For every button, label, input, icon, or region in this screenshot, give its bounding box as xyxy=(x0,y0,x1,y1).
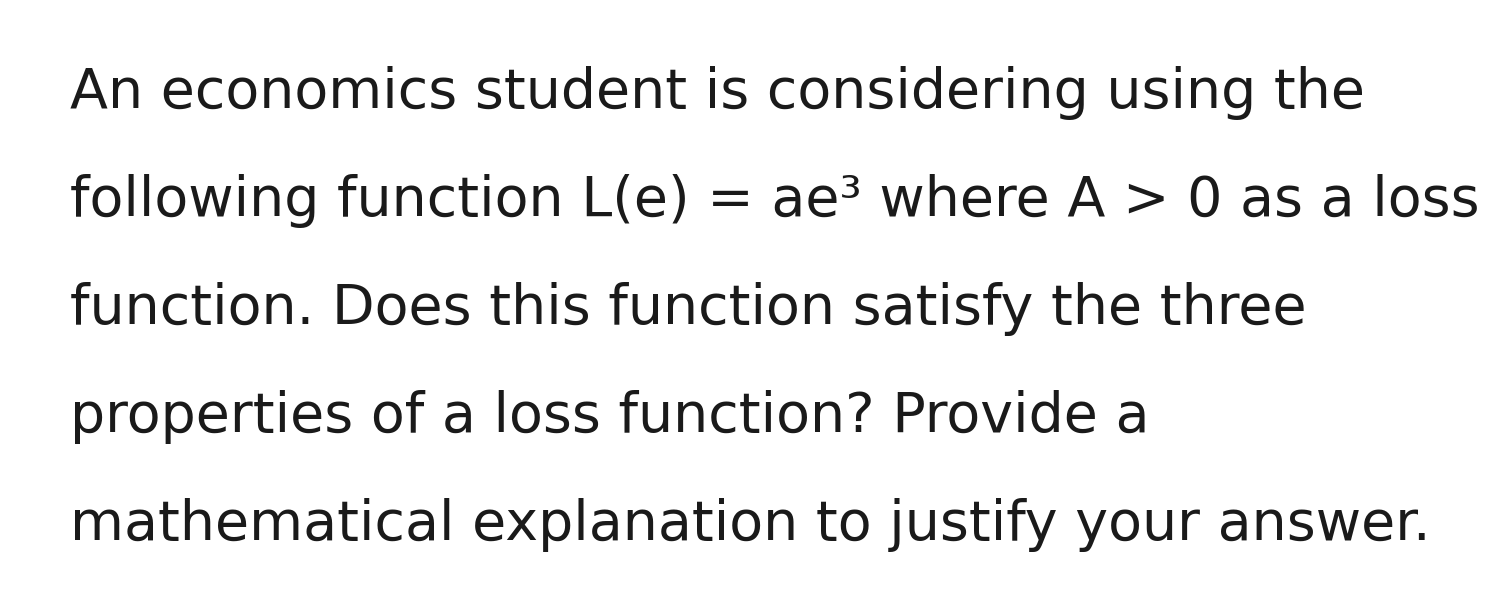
Text: properties of a loss function? Provide a: properties of a loss function? Provide a xyxy=(70,390,1150,444)
Text: mathematical explanation to justify your answer.: mathematical explanation to justify your… xyxy=(70,498,1431,552)
Text: following function L(e) = ae³ where A > 0 as a loss: following function L(e) = ae³ where A > … xyxy=(70,174,1480,228)
Text: An economics student is considering using the: An economics student is considering usin… xyxy=(70,66,1365,120)
Text: function. Does this function satisfy the three: function. Does this function satisfy the… xyxy=(70,282,1306,336)
